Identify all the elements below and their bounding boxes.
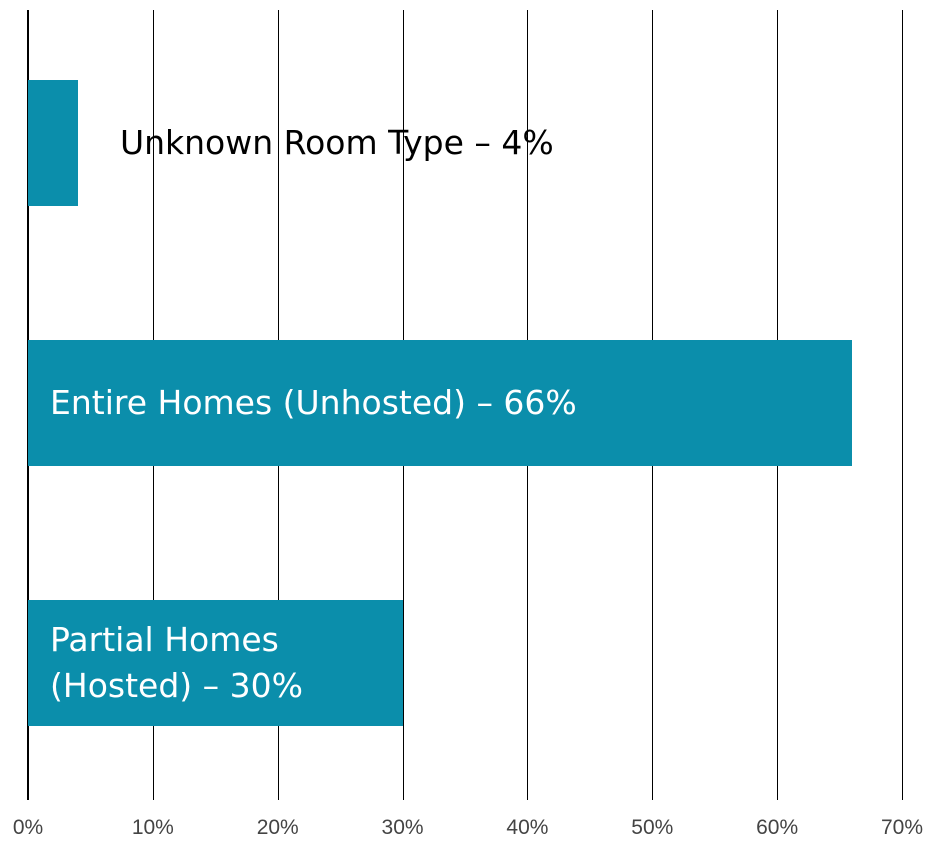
bar-label: Unknown Room Type – 4% — [119, 123, 554, 162]
x-tick-label: 20% — [256, 816, 299, 839]
bar-label: Partial Homes (Hosted) – 30% — [50, 620, 303, 705]
x-tick-label: 30% — [381, 816, 424, 839]
x-tick-label: 10% — [131, 816, 174, 839]
grid-line — [902, 10, 903, 800]
bar-label: Entire Homes (Unhosted) – 66% — [50, 383, 577, 422]
x-tick-label: 0% — [12, 816, 44, 839]
x-tick-label: 40% — [506, 816, 549, 839]
bar — [28, 340, 853, 466]
bar — [28, 600, 403, 726]
x-tick-label: 70% — [880, 816, 924, 839]
bar — [28, 80, 78, 206]
x-tick-label: 50% — [631, 816, 674, 839]
x-tick-label: 60% — [756, 816, 799, 839]
